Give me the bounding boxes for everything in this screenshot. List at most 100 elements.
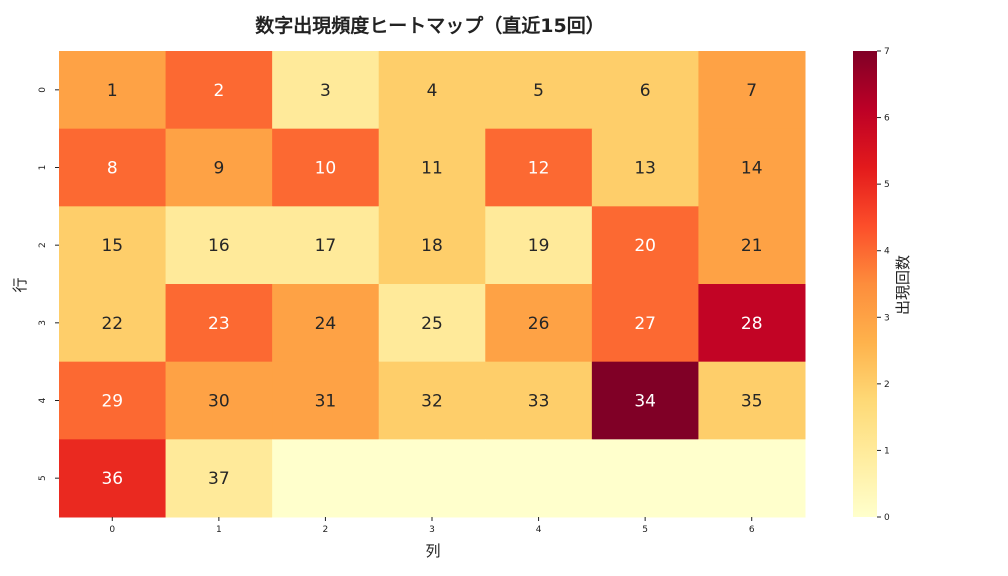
heatmap-cell — [59, 206, 167, 285]
cell-label: 25 — [421, 314, 443, 334]
heatmap-cell — [165, 51, 273, 130]
cell-label: 21 — [741, 236, 763, 256]
cell-label: 12 — [528, 159, 550, 179]
heatmap-cell — [272, 128, 380, 207]
heatmap-cell — [591, 206, 699, 285]
heatmap-cell — [378, 206, 486, 285]
heatmap-cell — [591, 284, 699, 363]
heatmap-cell — [698, 284, 806, 363]
heatmap-cell — [272, 439, 380, 518]
y-tick-label: 5 — [38, 475, 48, 481]
heatmap-cell — [591, 361, 699, 440]
cell-label: 15 — [101, 236, 123, 256]
heatmap-cell — [591, 128, 699, 207]
cell-label: 24 — [315, 314, 337, 334]
colorbar-tick-label: 4 — [884, 247, 890, 257]
cell-label: 2 — [213, 81, 224, 101]
cell-label: 22 — [101, 314, 123, 334]
y-tick-label: 1 — [38, 165, 48, 171]
heatmap-cell — [378, 128, 486, 207]
heatmap-cell — [591, 439, 699, 518]
heatmap-cell — [272, 284, 380, 363]
heatmap-cell — [165, 361, 273, 440]
heatmap-cell — [59, 51, 167, 130]
colorbar-ticks: 0 1 2 3 4 5 6 7 — [877, 47, 890, 523]
heatmap-cell — [378, 284, 486, 363]
cell-label: 16 — [208, 236, 230, 256]
x-tick-label: 3 — [429, 525, 435, 535]
x-tick-label: 4 — [536, 525, 542, 535]
cell-label: 29 — [101, 392, 123, 412]
cell-label: 18 — [421, 236, 443, 256]
cell-label: 9 — [213, 159, 224, 179]
y-axis-label: 行 — [11, 277, 29, 292]
cell-label: 11 — [421, 159, 443, 179]
heatmap-cell — [698, 51, 806, 130]
heatmap-cell — [59, 439, 167, 518]
cell-label: 32 — [421, 392, 443, 412]
cell-label: 20 — [634, 236, 656, 256]
heatmap-cell — [165, 128, 273, 207]
cell-label: 23 — [208, 314, 230, 334]
heatmap-cell — [378, 361, 486, 440]
heatmap-cell — [272, 206, 380, 285]
colorbar-label: 出現回数 — [894, 255, 912, 315]
cell-label: 7 — [746, 81, 757, 101]
x-axis-label: 列 — [425, 542, 440, 560]
heatmap-cell — [59, 361, 167, 440]
heatmap-cell — [165, 206, 273, 285]
y-tick-label: 0 — [38, 87, 48, 93]
heatmap-cell — [165, 284, 273, 363]
cell-label: 19 — [528, 236, 550, 256]
heatmap-cell — [485, 51, 593, 130]
heatmap-cell — [485, 439, 593, 518]
heatmap-cell — [485, 128, 593, 207]
y-tick-label: 2 — [38, 242, 48, 248]
cell-label: 35 — [741, 392, 763, 412]
colorbar-tick-label: 2 — [884, 380, 890, 390]
colorbar-tick-label: 1 — [884, 446, 890, 456]
x-tick-label: 1 — [216, 525, 222, 535]
heatmap-cell — [59, 284, 167, 363]
colorbar-tick-label: 0 — [884, 513, 890, 523]
y-axis-ticks: 0 1 2 3 4 5 — [38, 87, 59, 481]
cell-label: 36 — [101, 469, 123, 489]
chart-title: 数字出現頻度ヒートマップ（直近15回） — [255, 14, 604, 37]
y-tick-label: 3 — [38, 320, 48, 326]
heatmap-cell — [698, 361, 806, 440]
heatmap-cell — [698, 128, 806, 207]
x-axis-ticks: 0 1 2 3 4 5 6 — [109, 517, 755, 535]
heatmap-cell — [59, 128, 167, 207]
heatmap-cell — [698, 206, 806, 285]
cell-label: 8 — [107, 159, 118, 179]
heatmap-cell — [378, 51, 486, 130]
heatmap-cell — [485, 361, 593, 440]
cell-label: 13 — [634, 159, 656, 179]
cell-label: 33 — [528, 392, 550, 412]
cell-label: 4 — [427, 81, 438, 101]
x-tick-label: 6 — [749, 525, 755, 535]
colorbar-tick-label: 6 — [884, 114, 890, 124]
colorbar — [853, 51, 877, 517]
y-tick-label: 4 — [38, 397, 48, 403]
cell-label: 30 — [208, 392, 230, 412]
heatmap-cell — [378, 439, 486, 518]
cell-label: 28 — [741, 314, 763, 334]
cell-label: 37 — [208, 469, 230, 489]
colorbar-tick-label: 3 — [884, 313, 890, 323]
cell-label: 31 — [315, 392, 337, 412]
heatmap-cell — [485, 284, 593, 363]
heatmap-cell — [698, 439, 806, 518]
cell-label: 1 — [107, 81, 118, 101]
x-tick-label: 0 — [109, 525, 115, 535]
cell-label: 26 — [528, 314, 550, 334]
heatmap-cell — [591, 51, 699, 130]
heatmap-cell — [272, 361, 380, 440]
cell-label: 27 — [634, 314, 656, 334]
colorbar-tick-label: 5 — [884, 180, 890, 190]
x-tick-label: 5 — [642, 525, 648, 535]
cell-label: 10 — [315, 159, 337, 179]
heatmap-cells — [59, 51, 806, 518]
